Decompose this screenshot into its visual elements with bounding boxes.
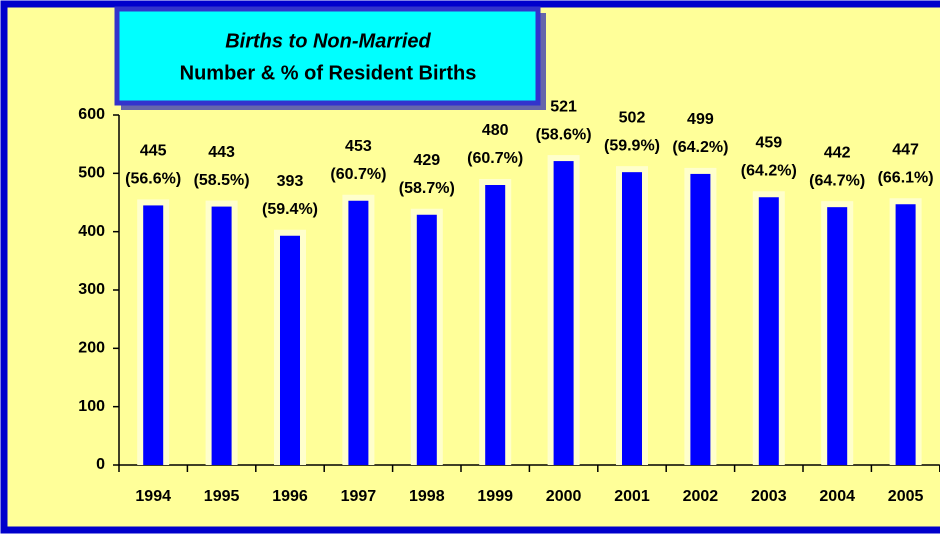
percentage-label: (59.9%) bbox=[604, 137, 660, 154]
bar bbox=[622, 172, 642, 465]
percentage-label: (59.4%) bbox=[262, 201, 318, 218]
value-label: 521 bbox=[550, 98, 577, 115]
x-tick-label: 2003 bbox=[751, 488, 787, 505]
chart-subtitle: Number & % of Resident Births bbox=[180, 62, 477, 84]
x-tick-label: 1997 bbox=[341, 488, 377, 505]
bar bbox=[211, 206, 232, 466]
value-label: 447 bbox=[892, 141, 919, 158]
bar bbox=[690, 173, 711, 465]
bar bbox=[416, 214, 437, 465]
value-label: 443 bbox=[208, 144, 235, 161]
title-box bbox=[114, 6, 541, 106]
chart-title: Births to Non-Married bbox=[225, 30, 431, 52]
value-label: 445 bbox=[140, 143, 167, 160]
bar bbox=[553, 161, 574, 466]
value-label: 453 bbox=[345, 138, 372, 155]
value-label: 429 bbox=[413, 152, 440, 169]
value-label: 499 bbox=[687, 111, 714, 128]
bar bbox=[895, 204, 916, 465]
bar bbox=[280, 235, 300, 465]
bar bbox=[348, 200, 369, 465]
percentage-label: (64.7%) bbox=[809, 172, 865, 189]
x-tick-label: 2002 bbox=[683, 488, 719, 505]
percentage-label: (66.1%) bbox=[878, 169, 934, 186]
value-label: 480 bbox=[482, 122, 509, 139]
bar bbox=[758, 197, 779, 465]
x-tick-label: 1996 bbox=[272, 488, 308, 505]
percentage-label: (56.6%) bbox=[125, 171, 181, 188]
bar bbox=[143, 205, 164, 465]
y-tick-label: 0 bbox=[96, 456, 105, 473]
percentage-label: (60.7%) bbox=[467, 150, 523, 167]
percentage-label: (58.7%) bbox=[399, 180, 455, 197]
y-tick-label: 100 bbox=[78, 398, 105, 415]
value-label: 442 bbox=[824, 144, 851, 161]
percentage-label: (58.6%) bbox=[536, 126, 592, 143]
percentage-label: (60.7%) bbox=[330, 166, 386, 183]
x-tick-label: 1999 bbox=[477, 488, 513, 505]
y-tick-label: 400 bbox=[78, 223, 105, 240]
y-tick-label: 500 bbox=[78, 165, 105, 182]
bar bbox=[827, 207, 848, 465]
value-label: 502 bbox=[619, 109, 646, 126]
percentage-label: (64.2%) bbox=[741, 162, 797, 179]
y-tick-label: 200 bbox=[78, 340, 105, 357]
bar bbox=[485, 185, 506, 465]
x-tick-label: 2004 bbox=[819, 488, 855, 505]
value-label: 459 bbox=[755, 134, 782, 151]
percentage-label: (64.2%) bbox=[672, 139, 728, 156]
x-tick-label: 2001 bbox=[614, 488, 650, 505]
y-tick-label: 600 bbox=[78, 106, 105, 123]
y-tick-label: 300 bbox=[78, 281, 105, 298]
x-tick-label: 1995 bbox=[204, 488, 240, 505]
x-tick-label: 2005 bbox=[888, 488, 924, 505]
x-tick-label: 1994 bbox=[135, 488, 171, 505]
x-tick-label: 1998 bbox=[409, 488, 445, 505]
x-tick-label: 2000 bbox=[546, 488, 582, 505]
value-label: 393 bbox=[277, 173, 304, 190]
percentage-label: (58.5%) bbox=[194, 172, 250, 189]
